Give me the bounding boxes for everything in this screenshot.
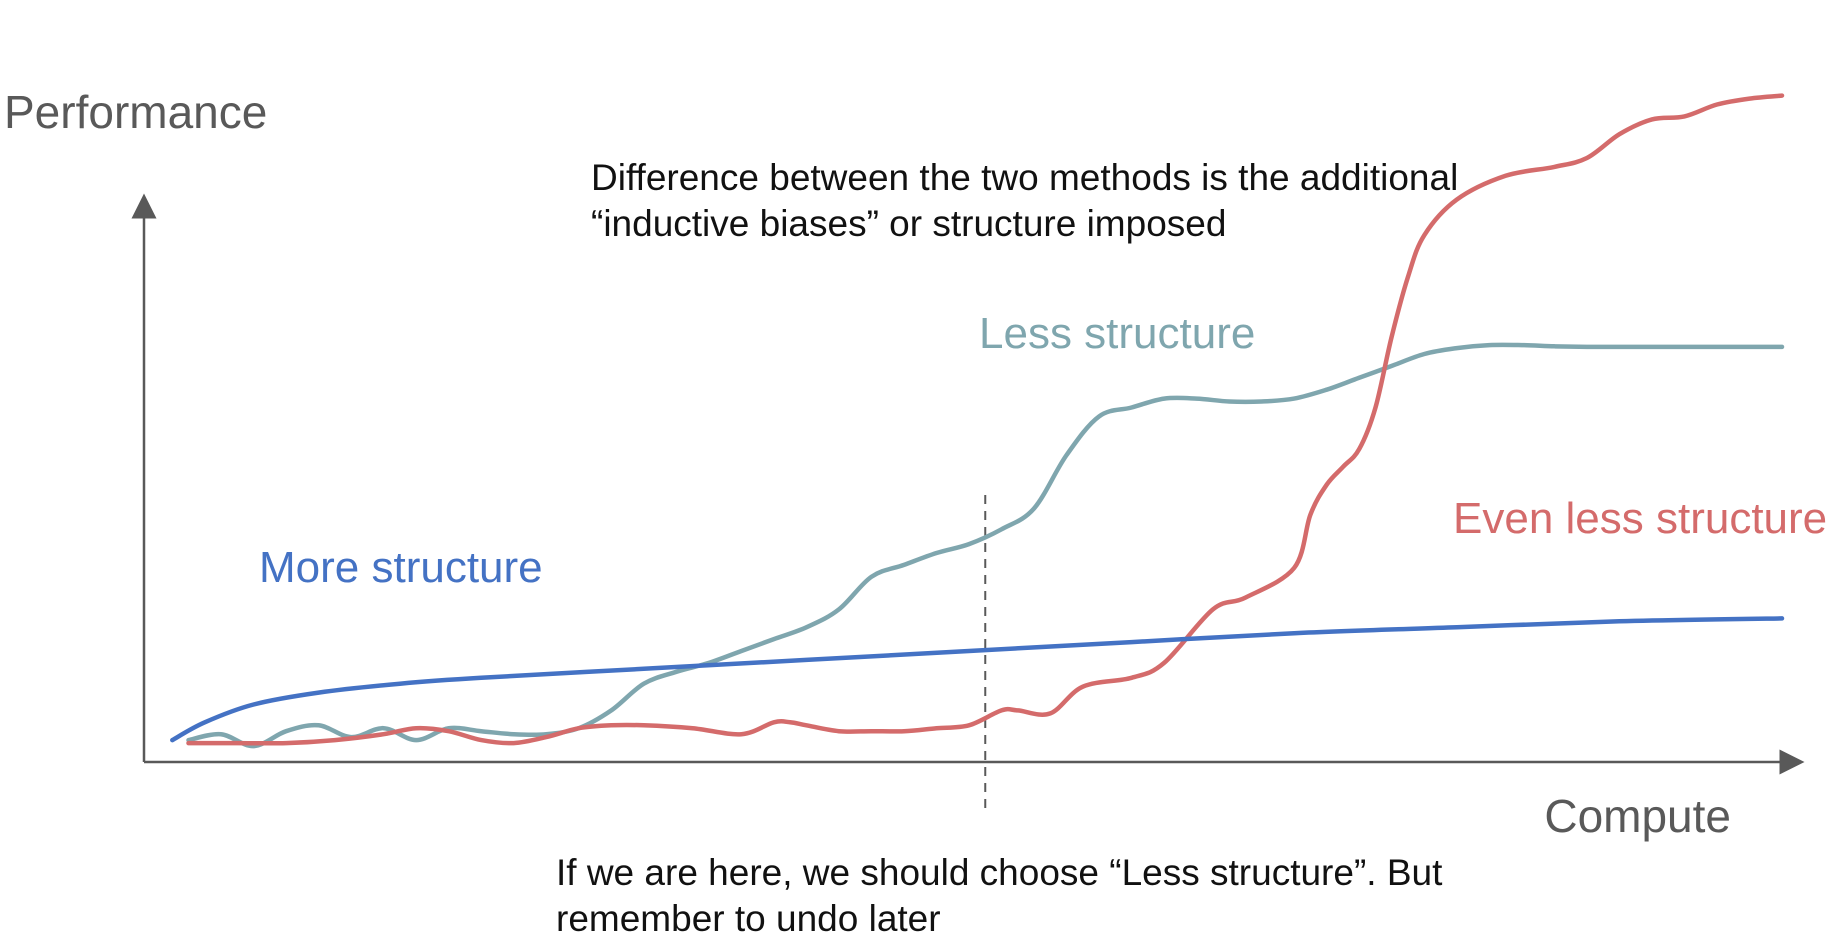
annotation-line-2: “inductive biases” or structure imposed: [591, 203, 1226, 244]
series-line-less-structure: [186, 342, 1785, 749]
series-line-even-less-structure: [186, 93, 1785, 746]
annotation-line-4: remember to undo later: [556, 898, 941, 939]
x-axis-label: Compute: [1544, 790, 1731, 842]
series-label-even-less-structure: Even less structure: [1453, 494, 1827, 543]
y-axis-label: Performance: [4, 86, 267, 138]
annotation-line-1: Difference between the two methods is th…: [591, 157, 1458, 198]
series-label-more-structure: More structure: [259, 543, 543, 592]
series-layer: [170, 93, 1785, 749]
annotation-line-3: If we are here, we should choose “Less s…: [556, 852, 1443, 893]
series-label-less-structure: Less structure: [979, 309, 1255, 358]
series-line-more-structure: [170, 616, 1785, 743]
